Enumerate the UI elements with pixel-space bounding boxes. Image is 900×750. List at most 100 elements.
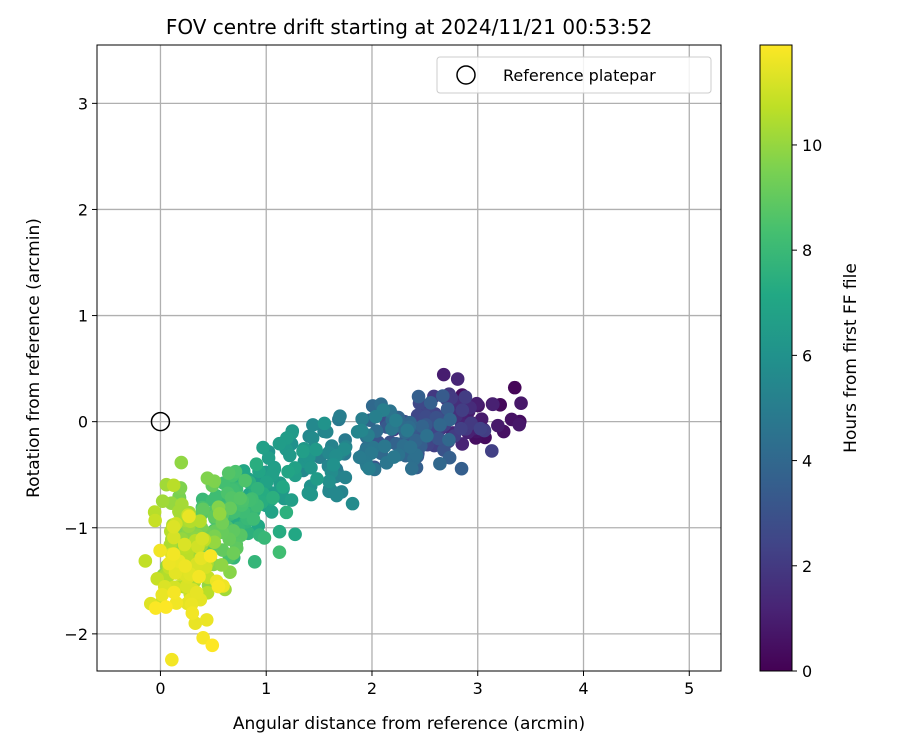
scatter-point [317, 416, 332, 431]
scatter-point [389, 413, 403, 428]
scatter-point [327, 486, 342, 500]
scatter-point [436, 367, 451, 382]
reference-point-marker [150, 411, 171, 432]
scatter-point [338, 470, 353, 485]
scatter-point [454, 421, 468, 436]
scatter-point [435, 389, 450, 403]
scatter-point [326, 457, 341, 472]
scatter-point [455, 403, 470, 417]
scatter-point [249, 457, 264, 471]
scatter-point [223, 501, 238, 516]
legend-box [436, 56, 712, 94]
scatter-point [345, 496, 360, 511]
scatter-point [155, 587, 170, 602]
scatter-point [250, 481, 265, 496]
y-tick-label: 0 [78, 413, 88, 432]
scatter-point [212, 507, 227, 521]
scatter-point [192, 569, 206, 584]
scatter-point [148, 513, 162, 528]
scatter-point [167, 530, 181, 545]
scatter-point [166, 520, 181, 534]
scatter-point [442, 450, 457, 465]
scatter-point [368, 409, 383, 424]
scatter-point [272, 524, 287, 539]
scatter-point [246, 512, 261, 526]
scatter-point [279, 505, 294, 520]
y-axis-ticks: −2 −1 0 1 2 3 [64, 94, 97, 644]
scatter-point [247, 555, 262, 569]
scatter-point [400, 423, 415, 438]
y-axis-label: Rotation from reference (arcmin) [24, 218, 44, 498]
scatter-point [431, 431, 446, 446]
scatter-point [433, 456, 447, 471]
x-tick-label: 2 [367, 679, 377, 698]
scatter-point [507, 380, 522, 395]
scatter-point [166, 547, 181, 561]
scatter-point [458, 390, 473, 404]
scatter-point [221, 466, 236, 480]
scatter-point [257, 531, 272, 545]
scatter-point [305, 431, 320, 445]
scatter-point [301, 486, 316, 500]
plot-frame [96, 44, 722, 672]
scatter-point [486, 397, 500, 412]
scatter-point [309, 442, 323, 457]
scatter-point [352, 450, 367, 465]
scatter-point [195, 531, 210, 546]
x-tick-label: 0 [155, 679, 165, 698]
scatter-point [387, 450, 401, 464]
scatter-point [276, 480, 290, 494]
scatter-point [182, 509, 196, 524]
scatter-point [138, 554, 153, 568]
x-tick-label: 4 [578, 679, 588, 698]
scatter-point [514, 396, 528, 411]
scatter-point [266, 490, 280, 505]
scatter-point [355, 412, 369, 426]
scatter-point [211, 579, 226, 594]
scatter-point [209, 488, 224, 503]
scatter-point [404, 461, 419, 476]
x-axis-label: Angular distance from reference (arcmin) [233, 714, 585, 734]
colorbar-label: Hours from first FF file [841, 263, 861, 453]
scatter-point [174, 455, 189, 470]
scatter-point [205, 638, 220, 653]
scatter-point [272, 436, 287, 451]
scatter-point [233, 491, 247, 506]
scatter-point [238, 473, 252, 488]
scatter-point [193, 514, 207, 529]
y-tick-label: 3 [78, 94, 88, 113]
scatter-point [159, 600, 173, 614]
scatter-point [264, 505, 279, 519]
scatter-point [403, 440, 418, 455]
scatter-point [178, 559, 192, 573]
scatter-point [166, 478, 181, 493]
chart-title: FOV centre drift starting at 2024/11/21 … [166, 15, 652, 39]
scatter-point [473, 421, 488, 436]
scatter-points [138, 367, 528, 667]
colorbar-ticks: 0 2 4 6 8 10 [792, 136, 822, 681]
y-tick-label: 2 [78, 200, 88, 219]
y-tick-label: −1 [64, 519, 88, 538]
colorbar-tick-label: 6 [802, 346, 812, 365]
y-tick-label: 1 [78, 307, 88, 326]
scatter-point [442, 432, 456, 447]
colorbar-tick-label: 8 [802, 241, 812, 260]
scatter-point [226, 546, 241, 560]
legend-entry-reference-platepar: Reference platepar [503, 66, 656, 85]
x-tick-label: 5 [684, 679, 694, 698]
scatter-point [214, 558, 229, 572]
y-tick-label: −2 [64, 625, 88, 644]
scatter-point [310, 472, 324, 486]
scatter-point [272, 545, 287, 559]
scatter-point [167, 585, 181, 600]
scatter-point [165, 652, 179, 667]
scatter-point [440, 402, 455, 416]
scatter-point [377, 439, 392, 454]
scatter-point [296, 444, 310, 459]
colorbar-tick-label: 10 [802, 136, 822, 155]
colorbar-tick-label: 2 [802, 557, 812, 576]
scatter-point [484, 444, 499, 458]
scatter-point [333, 409, 347, 423]
x-tick-label: 3 [473, 679, 483, 698]
